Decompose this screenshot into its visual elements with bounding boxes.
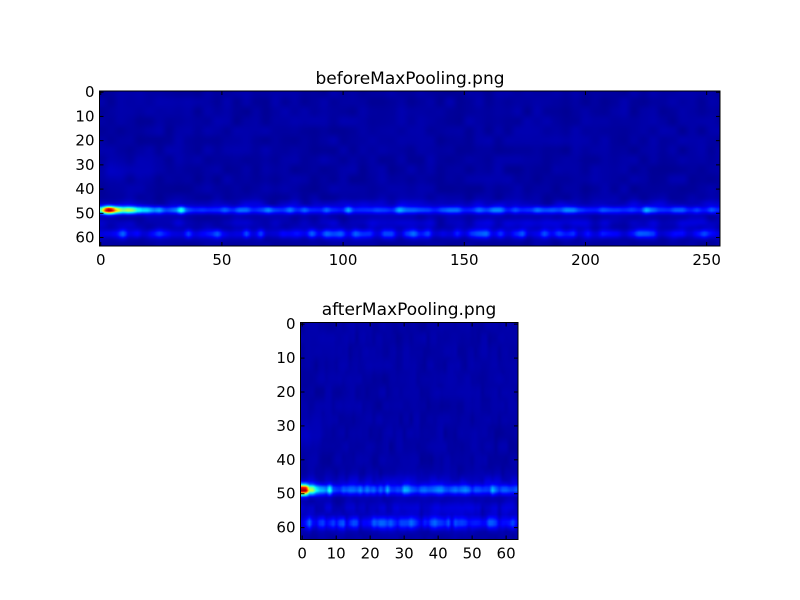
x-tick-label: 0 <box>297 545 307 563</box>
x-tick-label: 20 <box>361 545 380 563</box>
title-after: afterMaxPooling.png <box>322 300 497 320</box>
axes-frame-0 <box>99 90 721 247</box>
y-tick-label: 60 <box>276 519 295 537</box>
x-tick-label: 60 <box>497 545 516 563</box>
heatmap-before <box>100 91 720 246</box>
y-tick-label: 30 <box>75 156 94 174</box>
y-tick-label: 20 <box>276 383 295 401</box>
title-before: beforeMaxPooling.png <box>315 69 504 89</box>
x-tick-label: 30 <box>395 545 414 563</box>
y-tick-label: 40 <box>276 451 295 469</box>
axes-frame-1 <box>300 322 519 540</box>
y-tick-label: 50 <box>276 485 295 503</box>
x-tick-label: 250 <box>692 251 721 269</box>
y-tick-label: 50 <box>75 204 94 222</box>
y-tick-label: 10 <box>75 107 94 125</box>
y-tick-label: 0 <box>286 315 296 333</box>
y-tick-label: 10 <box>276 349 295 367</box>
y-tick-label: 60 <box>75 229 94 247</box>
y-tick-label: 30 <box>276 417 295 435</box>
x-tick-label: 40 <box>429 545 448 563</box>
y-tick-label: 40 <box>75 180 94 198</box>
x-tick-label: 100 <box>329 251 358 269</box>
y-tick-label: 20 <box>75 132 94 150</box>
heatmap-after <box>301 323 518 540</box>
x-tick-label: 50 <box>463 545 482 563</box>
x-tick-label: 150 <box>450 251 479 269</box>
x-tick-label: 10 <box>327 545 346 563</box>
y-tick-label: 0 <box>85 83 95 101</box>
x-tick-label: 200 <box>571 251 600 269</box>
x-tick-label: 0 <box>96 251 106 269</box>
x-tick-label: 50 <box>212 251 231 269</box>
